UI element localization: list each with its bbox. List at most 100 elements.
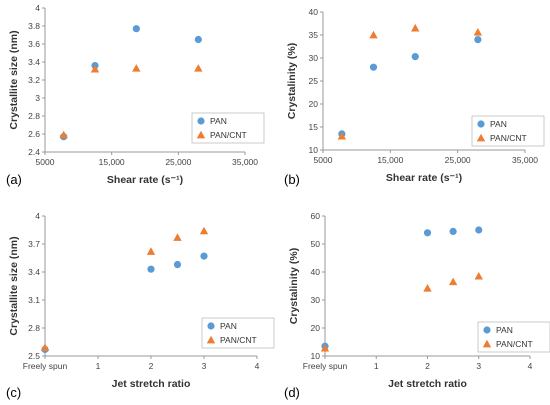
x-axis-title: Shear rate (s⁻¹) [107, 174, 183, 186]
chart-panel-2: 10 15 20 25 30 35 40 5000 15,000 25,000 35,000 Shea… [284, 7, 545, 187]
chart-panel-3: 2.5 2.8 3.1 3.4 3.7 4 Freely spun 1 2 3 4 Jet stret… [6, 211, 275, 400]
pan-data-point [132, 25, 140, 33]
x-axis-title: Jet stretch ratio [388, 378, 467, 390]
x-tick-label: Freely spun [303, 361, 348, 371]
y-tick-label: 2.8 [28, 111, 40, 121]
y-tick-label: 25 [309, 76, 319, 86]
legend-label: PAN/CNT [220, 335, 257, 345]
x-tick-label: 5000 [36, 157, 55, 167]
chart-panel-4: 10 20 30 40 50 60 Freely spun 1 2 3 4 Jet stretch r… [284, 211, 550, 400]
legend-marker-pan-cnt [206, 335, 216, 344]
y-tick-label: 35 [309, 30, 319, 40]
pan-data-point [449, 227, 457, 235]
y-tick-label: 3.4 [28, 267, 40, 277]
pan-cnt-data-point [90, 65, 100, 73]
pan-cnt-data-point [59, 130, 68, 139]
y-tick-label: 30 [311, 295, 321, 305]
legend-label: PAN [490, 119, 507, 129]
y-tick-label: 3.7 [28, 239, 40, 249]
pan-cnt-data-point [146, 247, 156, 255]
y-tick-label: 20 [309, 99, 319, 109]
x-tick-label: 3 [202, 361, 207, 371]
legend-label: PAN/CNT [210, 130, 247, 140]
pan-data-point [369, 63, 378, 71]
pan-cnt-data-point [173, 233, 182, 241]
x-tick-label: 2 [149, 361, 154, 371]
pan-data-point [147, 265, 155, 273]
y-axis-title: Crystallite size (nm) [8, 236, 20, 335]
legend-label: PAN/CNT [496, 339, 533, 349]
pan-data-point [474, 36, 482, 44]
y-tick-label: 40 [311, 267, 321, 277]
x-tick-label: 2 [425, 361, 430, 371]
x-axis-title: Shear rate (s⁻¹) [386, 172, 462, 184]
pan-data-point [200, 252, 208, 260]
y-tick-label: 10 [309, 145, 319, 155]
legend-marker-pan [207, 322, 215, 330]
pan-data-point [411, 53, 419, 61]
x-tick-label: 1 [96, 361, 101, 371]
pan-data-point [475, 226, 483, 234]
x-tick-label: 5000 [314, 155, 333, 165]
pan-cnt-data-point [194, 64, 203, 72]
y-tick-label: 2.6 [28, 129, 40, 139]
x-tick-label: 4 [255, 361, 260, 371]
y-tick-label: 30 [309, 53, 319, 63]
x-tick-label: Freely spun [23, 361, 68, 371]
pan-cnt-data-point [411, 23, 420, 32]
x-tick-label: 25,000 [165, 157, 191, 167]
legend-marker-pan [483, 326, 491, 334]
y-tick-label: 2.8 [28, 323, 40, 333]
x-tick-label: 15,000 [99, 157, 125, 167]
pan-cnt-data-point [474, 272, 483, 280]
panel-label: (c) [6, 385, 21, 400]
legend-label: PAN [496, 325, 513, 335]
pan-cnt-data-point [337, 132, 347, 140]
legend-marker-pan-cnt [482, 339, 492, 348]
y-tick-label: 3.6 [28, 39, 40, 49]
y-tick-label: 20 [311, 323, 321, 333]
y-tick-label: 4 [35, 3, 40, 13]
y-axis-title: Crystallite size (nm) [8, 30, 20, 129]
x-tick-label: 15,000 [377, 155, 403, 165]
x-tick-label: 3 [476, 361, 481, 371]
panel-label: (a) [6, 172, 22, 187]
pan-data-point [423, 229, 432, 237]
pan-data-point [194, 35, 202, 44]
x-axis-title: Jet stretch ratio [112, 378, 191, 390]
legend-marker-pan-cnt [196, 130, 206, 139]
chart-panel-1: 2.4 2.6 2.8 3 3.2 3.4 3.6 3.8 4 5000 15,000 25,000 3… [6, 3, 265, 187]
legend-label: PAN [210, 116, 227, 126]
pan-cnt-data-point [369, 30, 378, 39]
y-tick-label: 2.5 [28, 351, 40, 361]
panel-label: (d) [284, 385, 300, 400]
y-tick-label: 3.1 [28, 295, 40, 305]
panel-label: (b) [284, 172, 300, 187]
legend-marker-pan-cnt [476, 133, 486, 142]
pan-cnt-data-point [132, 64, 141, 72]
y-tick-label: 3.4 [28, 57, 40, 67]
y-tick-label: 60 [311, 211, 321, 221]
y-tick-label: 3.8 [28, 21, 40, 31]
pan-cnt-data-point [423, 284, 432, 292]
x-tick-label: 4 [528, 361, 533, 371]
pan-cnt-data-point [448, 277, 458, 286]
legend-label: PAN [220, 321, 237, 331]
x-tick-label: 35,000 [512, 155, 538, 165]
y-axis-title: Crystalinity (%) [288, 248, 300, 324]
pan-cnt-data-point [199, 226, 209, 235]
legend-label: PAN/CNT [490, 133, 527, 143]
pan-cnt-data-point [473, 28, 483, 36]
y-tick-label: 4 [35, 211, 40, 221]
y-tick-label: 50 [311, 239, 321, 249]
x-tick-label: 35,000 [232, 157, 258, 167]
y-tick-label: 15 [309, 122, 319, 132]
y-tick-label: 40 [309, 7, 319, 17]
y-axis-title: Crystalinity (%) [286, 43, 298, 119]
y-tick-label: 10 [311, 351, 321, 361]
x-tick-label: 1 [374, 361, 379, 371]
legend-marker-pan [197, 117, 205, 125]
y-tick-label: 2.4 [28, 147, 40, 157]
y-tick-label: 3.2 [28, 75, 40, 85]
